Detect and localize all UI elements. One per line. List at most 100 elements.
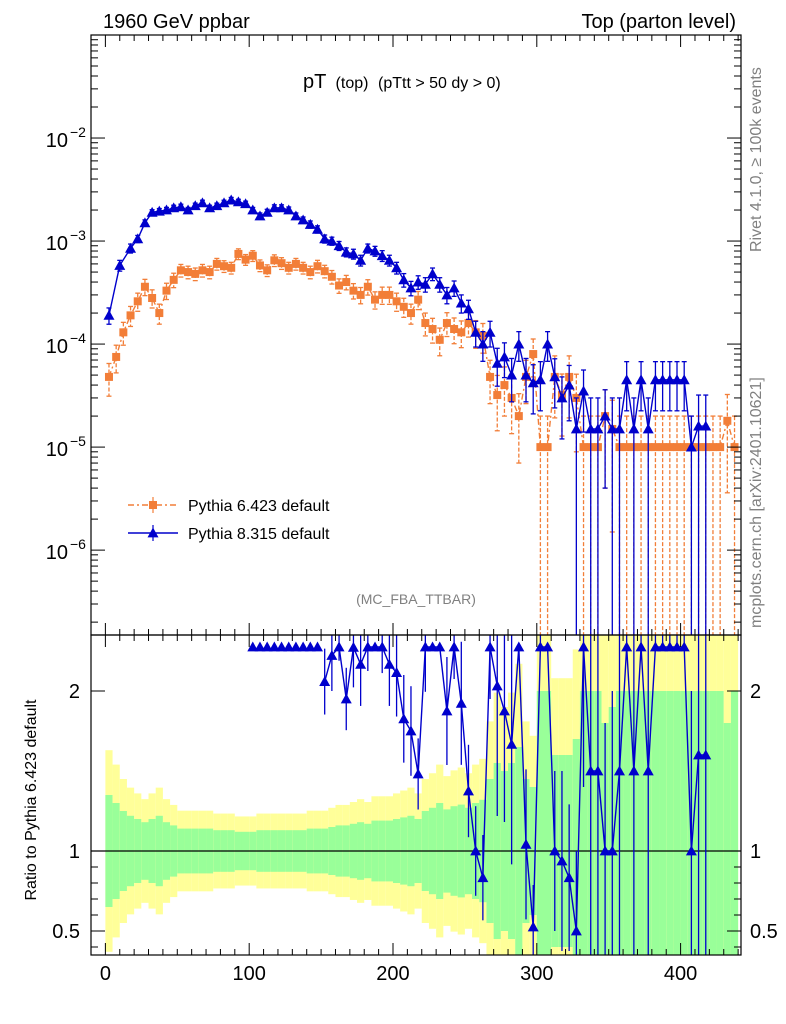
data-point-triangle [470,326,482,337]
data-point-square [414,295,423,304]
data-point-square [320,267,329,276]
y-tick-label: 10 [46,542,68,564]
data-point-triangle [218,197,230,208]
data-point-triangle [261,206,273,217]
data-point-square [514,412,523,421]
data-point-square [140,282,149,291]
data-point-triangle [664,374,676,385]
ratio-band-inner [730,691,739,955]
data-point-triangle [261,641,273,652]
data-point-triangle [592,423,604,434]
data-point-square [658,443,667,452]
data-point-triangle [491,357,503,368]
ratio-band-inner [536,691,544,955]
data-point-square [241,255,250,264]
data-point-triangle [405,282,417,293]
y-tick-exponent: −4 [70,330,86,346]
y-tick-exponent: −3 [70,227,86,243]
data-point-triangle [563,379,575,390]
data-point-square [673,443,682,452]
data-point-triangle [498,351,510,362]
data-point-square [284,263,293,272]
data-point-triangle [254,641,266,652]
data-point-triangle [542,338,554,349]
data-point-square [234,249,243,258]
data-point-triangle [103,309,115,320]
data-point-square [335,281,344,290]
data-point-square [155,309,164,318]
data-point-square [529,350,538,359]
ratio-y-tick-label: 1 [69,841,80,863]
data-point-square [327,272,336,281]
data-point-square [313,262,322,271]
y-tick-exponent: −2 [70,124,86,140]
data-point-square [176,266,185,275]
data-point-square [126,311,135,320]
data-point-triangle [506,369,518,380]
data-point-square [450,325,459,334]
data-point-square [356,290,365,299]
data-point-triangle [304,218,316,229]
data-point-triangle [189,200,201,211]
rivet-label: Rivet 4.1.0, ≥ 100k events [748,67,765,252]
data-point-triangle [427,268,439,279]
ratio-y-tick-label: 0.5 [52,921,80,943]
ratio-band-inner [673,691,681,955]
data-point-triangle [276,202,288,213]
main-frame [90,34,742,636]
data-point-square [104,372,113,381]
data-point-triangle [441,289,453,300]
data-point-triangle [448,282,460,293]
ratio-band-inner [709,691,717,955]
data-point-square [148,294,157,303]
data-point-square [442,319,451,328]
data-point-square [723,416,732,425]
data-point-triangle [635,641,647,652]
data-point-square [680,443,689,452]
ratio-band-inner [651,691,660,955]
ratio-y-tick-label-right: 1 [750,841,761,863]
data-point-square [543,443,552,452]
data-point-triangle [290,641,302,652]
header-left: 1960 GeV ppbar [103,11,250,33]
data-point-square [464,319,473,328]
data-point-triangle [297,641,309,652]
data-point-triangle [484,641,496,652]
data-point-triangle [114,259,126,270]
data-point-triangle [513,338,525,349]
data-point-square [149,501,157,509]
data-point-triangle [556,392,568,403]
data-point-square [227,263,236,272]
header-right: Top (parton level) [581,11,736,33]
ratio-band-inner [623,691,631,955]
ratio-band-inner [572,739,580,955]
data-point-square [435,335,444,344]
data-point-triangle [635,374,647,385]
data-point-square [162,286,171,295]
data-point-triangle [484,326,496,337]
data-point-square [112,352,121,361]
data-point-triangle [628,423,640,434]
axis-ticks [91,34,741,955]
data-point-triangle [240,198,252,209]
ratio-series [247,635,712,955]
data-point-square [579,443,588,452]
ratio-series-line-pythia8 [324,644,706,932]
data-point-square [457,328,466,337]
ratio-y-tick-label-right: 0.5 [750,921,778,943]
data-point-triangle [693,420,705,431]
y-tick-exponent: −6 [70,536,86,552]
data-point-triangle [247,204,259,215]
data-point-triangle [376,250,388,261]
data-point-square [708,443,717,452]
data-point-triangle [211,200,223,211]
data-point-triangle [311,223,323,234]
x-tick-label: 200 [376,963,409,985]
data-point-triangle [621,374,633,385]
data-point-square [493,391,502,400]
main-series [103,194,739,635]
data-point-triangle [333,240,345,251]
x-tick-label: 400 [664,963,697,985]
data-point-triangle [182,204,194,215]
